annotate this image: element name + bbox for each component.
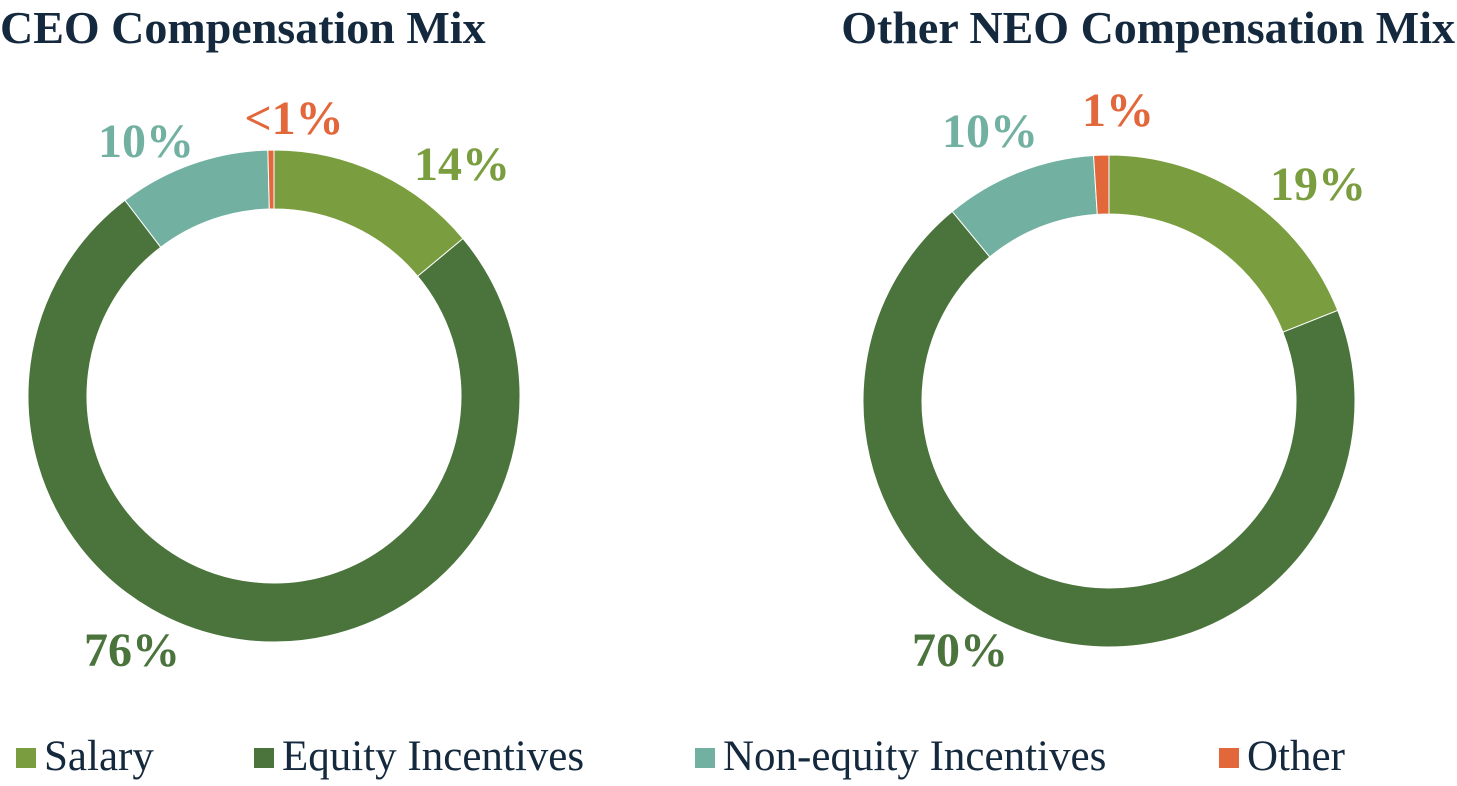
neo-label-non-equity-incentives: 10% [942,105,1038,158]
ceo-donut-chart: 14% 76% 10% <1% [27,92,521,677]
legend-item-salary: Salary [16,732,254,781]
ceo-label-other: <1% [244,92,343,145]
chart-legend: Salary Equity Incentives Non-equity Ince… [16,728,1345,784]
legend-swatch-equity-incentives [254,748,274,768]
neo-chart-title: Other NEO Compensation Mix [841,2,1455,53]
ceo-label-salary: 14% [414,138,510,191]
legend-item-other: Other [1219,732,1345,781]
neo-label-equity-incentives: 70% [912,624,1008,677]
neo-slice-other [1093,154,1110,215]
legend-label-other: Other [1247,732,1345,780]
neo-slice-equity-incentives [862,210,1356,648]
legend-swatch-non-equity-incentives [695,748,715,768]
neo-label-salary: 19% [1270,158,1366,211]
legend-label-non-equity-incentives: Non-equity Incentives [723,732,1107,780]
ceo-slice-equity-incentives [27,199,521,643]
ceo-label-non-equity-incentives: 10% [98,115,194,168]
neo-slice-salary [1108,154,1339,333]
ceo-slice-other [267,149,275,210]
legend-item-equity-incentives: Equity Incentives [254,732,695,781]
legend-label-salary: Salary [44,732,154,780]
legend-item-non-equity-incentives: Non-equity Incentives [695,732,1219,781]
neo-slice-non-equity-incentives [951,154,1098,258]
ceo-label-equity-incentives: 76% [84,624,180,677]
ceo-chart-title: CEO Compensation Mix [0,2,486,53]
neo-label-other: 1% [1082,84,1154,137]
legend-swatch-other [1219,748,1239,768]
legend-label-equity-incentives: Equity Incentives [282,732,585,780]
legend-swatch-salary [16,748,36,768]
